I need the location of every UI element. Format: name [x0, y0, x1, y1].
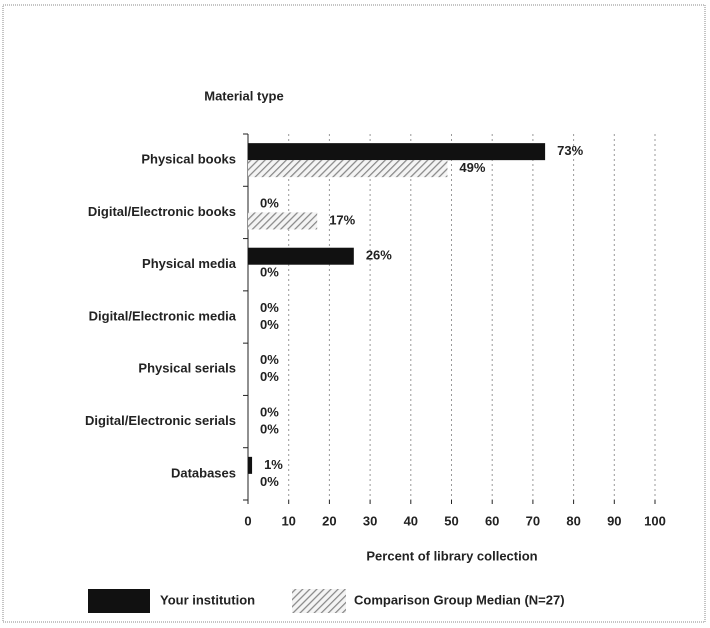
y-tick-label: Physical books	[141, 152, 236, 167]
x-tick-label: 80	[566, 513, 580, 528]
value-label: 0%	[260, 300, 279, 315]
value-label: 0%	[260, 317, 279, 332]
x-tick-label: 10	[281, 513, 295, 528]
y-axis-label: Material type	[204, 88, 283, 103]
x-axis-label: Percent of library collection	[366, 548, 537, 563]
y-tick-label: Digital/Electronic books	[88, 204, 236, 219]
value-label: 0%	[260, 369, 279, 384]
x-tick-label: 40	[404, 513, 418, 528]
value-label: 17%	[329, 212, 355, 227]
x-tick-label: 100	[644, 513, 666, 528]
value-label: 26%	[366, 248, 392, 263]
y-tick-label: Databases	[171, 465, 236, 480]
y-tick-label: Digital/Electronic media	[89, 308, 237, 323]
x-tick-label: 30	[363, 513, 377, 528]
legend-label: Your institution	[160, 592, 255, 607]
bar	[248, 212, 318, 230]
value-label: 73%	[557, 143, 583, 158]
bar	[248, 247, 354, 265]
legend-label: Comparison Group Median (N=27)	[354, 592, 565, 607]
value-label: 1%	[264, 457, 283, 472]
legend-swatch	[88, 589, 150, 613]
value-label: 0%	[260, 265, 279, 280]
value-label: 49%	[459, 160, 485, 175]
value-label: 0%	[260, 422, 279, 437]
value-label: 0%	[260, 405, 279, 420]
value-label: 0%	[260, 195, 279, 210]
bar	[248, 456, 253, 474]
y-tick-label: Digital/Electronic serials	[85, 413, 236, 428]
value-label: 0%	[260, 352, 279, 367]
x-tick-label: 50	[444, 513, 458, 528]
x-tick-label: 60	[485, 513, 499, 528]
value-label: 0%	[260, 474, 279, 489]
x-tick-label: 70	[526, 513, 540, 528]
frame	[2, 4, 706, 623]
x-tick-label: 90	[607, 513, 621, 528]
bar	[248, 143, 546, 161]
legend-swatch	[292, 589, 346, 613]
y-tick-label: Physical serials	[138, 361, 236, 376]
x-tick-label: 20	[322, 513, 336, 528]
x-tick-label: 0	[244, 513, 251, 528]
y-tick-label: Physical media	[142, 256, 237, 271]
bar	[248, 160, 448, 178]
